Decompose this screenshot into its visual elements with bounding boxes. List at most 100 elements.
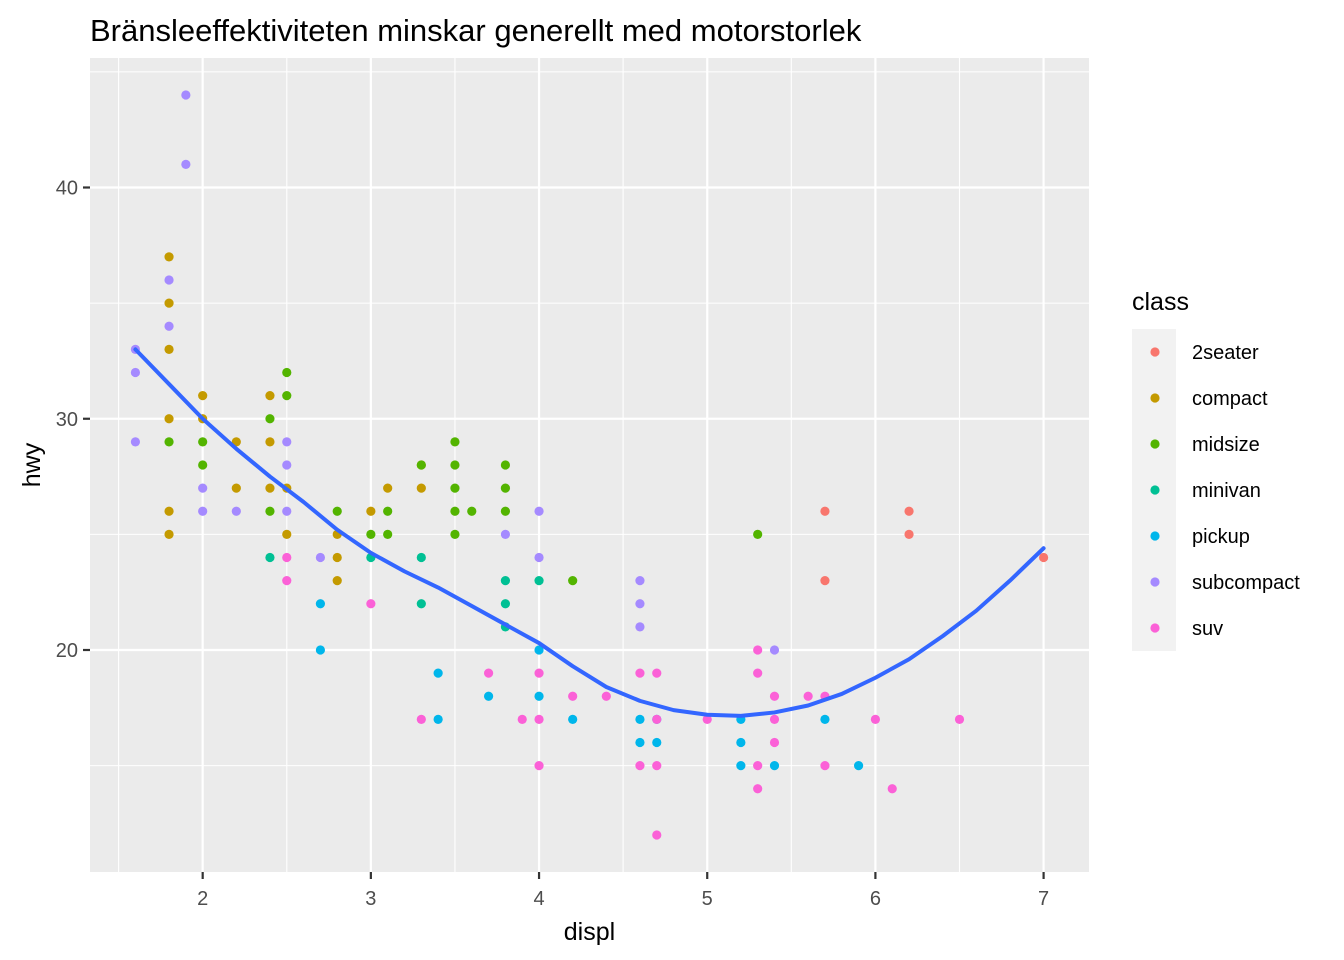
point-suv bbox=[534, 668, 544, 678]
legend-label-minivan: minivan bbox=[1192, 480, 1261, 502]
point-compact bbox=[366, 506, 376, 516]
point-suv bbox=[652, 761, 662, 771]
point-suv bbox=[753, 784, 763, 794]
point-suv bbox=[753, 761, 763, 771]
point-subcompact bbox=[635, 599, 645, 609]
point-pickup bbox=[635, 714, 645, 724]
y-tick-label: 30 bbox=[56, 409, 78, 431]
point-midsize bbox=[753, 529, 763, 539]
point-midsize bbox=[500, 483, 511, 493]
point-suv bbox=[769, 714, 780, 724]
x-tick-label: 5 bbox=[702, 888, 713, 910]
point-pickup bbox=[736, 761, 746, 771]
point-suv bbox=[954, 714, 965, 724]
point-compact bbox=[164, 252, 174, 262]
data-points bbox=[130, 90, 1049, 840]
point-midsize bbox=[568, 576, 578, 586]
point-suv bbox=[652, 714, 662, 724]
legend-label-suv: suv bbox=[1192, 618, 1223, 640]
point-minivan bbox=[534, 576, 544, 586]
point-midsize bbox=[198, 437, 208, 447]
point-compact bbox=[231, 483, 241, 493]
point-pickup bbox=[534, 691, 544, 701]
point-midsize bbox=[164, 437, 174, 447]
point-subcompact bbox=[198, 483, 208, 493]
legend-key-minivan bbox=[1150, 485, 1160, 495]
point-midsize bbox=[467, 506, 477, 516]
y-tick-label: 40 bbox=[56, 178, 78, 200]
point-compact bbox=[416, 483, 426, 493]
legend: class 2seater compact midsize minivan pickup… bbox=[1132, 288, 1300, 651]
chart-title: Bränsleeffektiviteten minskar generellt … bbox=[90, 13, 862, 48]
legend-label-compact: compact bbox=[1192, 388, 1268, 410]
point-midsize bbox=[416, 460, 426, 470]
point-2seater bbox=[820, 506, 830, 516]
point-subcompact bbox=[181, 90, 191, 100]
point-midsize bbox=[265, 506, 275, 516]
point-suv bbox=[517, 714, 527, 724]
point-midsize bbox=[282, 367, 292, 378]
legend-title: class bbox=[1132, 288, 1189, 316]
point-subcompact bbox=[534, 506, 544, 516]
point-subcompact bbox=[534, 552, 544, 563]
point-subcompact bbox=[164, 275, 174, 285]
point-midsize bbox=[332, 506, 342, 516]
point-suv bbox=[803, 691, 813, 701]
point-pickup bbox=[433, 714, 443, 724]
point-midsize bbox=[450, 506, 460, 516]
point-pickup bbox=[315, 599, 326, 609]
point-subcompact bbox=[315, 552, 326, 563]
point-midsize bbox=[366, 529, 376, 539]
point-midsize bbox=[383, 506, 393, 516]
point-minivan bbox=[265, 552, 275, 563]
legend-key-midsize bbox=[1150, 439, 1160, 449]
legend-items: 2seater compact midsize minivan pickup subcom… bbox=[1150, 342, 1300, 640]
point-midsize bbox=[265, 414, 275, 424]
legend-label-2seater: 2seater bbox=[1192, 342, 1259, 364]
point-pickup bbox=[635, 737, 645, 748]
point-suv bbox=[601, 691, 611, 701]
point-suv bbox=[769, 737, 780, 748]
point-suv bbox=[366, 599, 376, 609]
point-suv bbox=[702, 714, 712, 724]
point-suv bbox=[887, 784, 897, 794]
legend-label-subcompact: subcompact bbox=[1192, 572, 1300, 594]
point-midsize bbox=[500, 460, 511, 470]
point-minivan bbox=[500, 599, 511, 609]
x-tick-label: 3 bbox=[365, 888, 376, 910]
point-compact bbox=[265, 391, 275, 401]
x-tick-label: 7 bbox=[1038, 888, 1049, 910]
point-suv bbox=[568, 691, 578, 701]
point-pickup bbox=[315, 645, 326, 655]
point-midsize bbox=[450, 529, 460, 539]
point-subcompact bbox=[164, 321, 174, 331]
point-midsize bbox=[282, 391, 292, 401]
point-compact bbox=[164, 529, 174, 539]
point-midsize bbox=[450, 460, 460, 470]
point-pickup bbox=[568, 714, 578, 724]
point-compact bbox=[164, 298, 174, 308]
point-midsize bbox=[450, 437, 460, 447]
point-subcompact bbox=[500, 529, 511, 539]
point-midsize bbox=[198, 460, 208, 470]
point-subcompact bbox=[282, 506, 292, 516]
axes: 2 3 4 5 6 7 20 30 40 bbox=[56, 178, 1049, 911]
legend-key-suv bbox=[1150, 623, 1160, 633]
point-compact bbox=[383, 483, 393, 493]
point-compact bbox=[265, 483, 275, 493]
point-2seater bbox=[820, 576, 830, 586]
point-subcompact bbox=[181, 159, 191, 169]
point-suv bbox=[769, 691, 780, 701]
point-midsize bbox=[500, 506, 511, 516]
point-suv bbox=[652, 668, 662, 678]
point-minivan bbox=[416, 552, 426, 563]
grid-lines bbox=[90, 58, 1089, 872]
point-compact bbox=[164, 414, 174, 424]
point-pickup bbox=[652, 737, 662, 748]
point-subcompact bbox=[130, 437, 141, 447]
point-pickup bbox=[769, 761, 780, 771]
legend-key-compact bbox=[1150, 393, 1160, 403]
point-2seater bbox=[904, 529, 914, 539]
point-2seater bbox=[1038, 552, 1049, 563]
